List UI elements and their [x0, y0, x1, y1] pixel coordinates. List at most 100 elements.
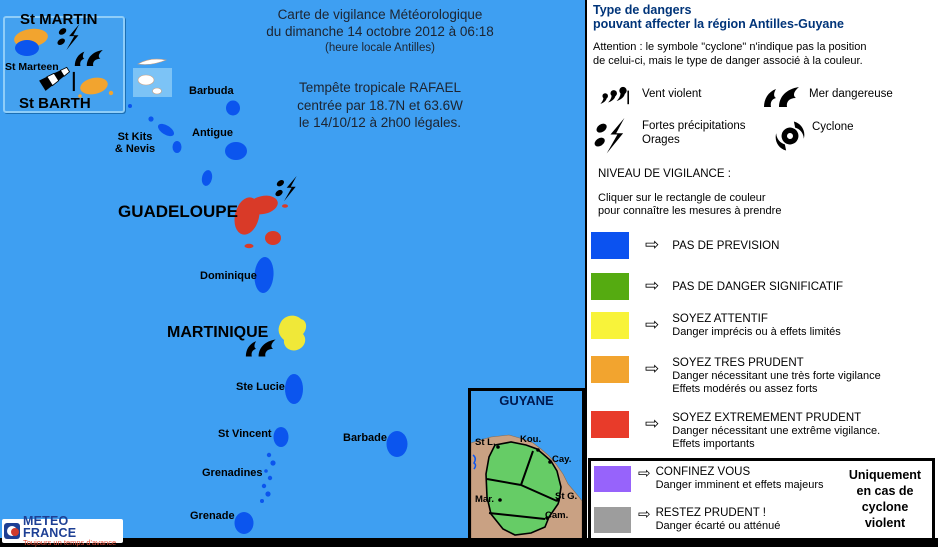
panel-title: Type de dangers pouvant affecter la régi…: [593, 3, 844, 31]
arrow-icon: ⇨: [645, 414, 660, 433]
guyane-inset: GUYANE: [468, 388, 585, 543]
island-chain-south: [234, 374, 408, 534]
vigilance-level-gray: ⇨ RESTEZ PRUDENT ! Danger écarté ou atté…: [594, 507, 780, 533]
logo-tagline: Toujours un temps d'avance: [23, 538, 117, 547]
island-label-antigue: Antigue: [192, 127, 233, 139]
level-desc: Danger écarté ou atténué: [655, 520, 781, 532]
vigilance-swatch-gray[interactable]: [594, 507, 631, 533]
level-title: CONFINEZ VOUS: [655, 466, 751, 478]
storm-info: Tempête tropicale RAFAEL centrée par 18.…: [297, 80, 463, 130]
map-title: Carte de vigilance Météorologique du dim…: [266, 7, 494, 39]
vigilance-level-orange: ⇨ SOYEZ TRES PRUDENT Danger nécessitant …: [591, 356, 881, 395]
island-st-barth-white: [152, 87, 162, 95]
vigilance-level-blue: ⇨ PAS DE PREVISION: [591, 232, 779, 260]
vigilance-swatch-orange[interactable]: [591, 356, 629, 383]
vigilance-note: Cliquer sur le rectangle de couleur pour…: [598, 192, 782, 217]
vigilance-swatch-red[interactable]: [591, 411, 629, 438]
guyane-label-st-laurent: St L.: [475, 437, 496, 448]
inset-label-st-marteen: St Marteen: [5, 61, 59, 73]
attention-note: Attention : le symbole "cyclone" n'indiq…: [593, 41, 867, 67]
wind-label: Vent violent: [642, 88, 702, 100]
dangerous-sea-icon: [763, 86, 803, 108]
vigilance-swatch-blue[interactable]: [591, 232, 629, 259]
island-montserrat: [201, 170, 213, 186]
cyclone-levels-box: ⇨ CONFINEZ VOUS Danger imminent et effet…: [588, 458, 935, 543]
island-chain-north: [128, 100, 247, 186]
vigilance-header: NIVEAU DE VIGILANCE :: [598, 168, 731, 180]
island-st-barth: [78, 77, 114, 98]
vigilance-swatch-green[interactable]: [591, 273, 629, 300]
level-title: SOYEZ TRES PRUDENT: [672, 357, 804, 369]
island-grenade: [234, 512, 254, 534]
level-title: PAS DE PREVISION: [672, 240, 780, 252]
arrow-icon: ⇨: [645, 276, 660, 295]
dangerous-sea-icon: [245, 339, 276, 357]
level-title: SOYEZ ATTENTIF: [672, 313, 768, 325]
level-desc: Danger nécessitant une extrême vigilance…: [672, 425, 881, 450]
cyclone-icon: [775, 117, 805, 155]
island-label-martinique: MARTINIQUE: [167, 324, 269, 341]
guyane-title: GUYANE: [499, 393, 554, 408]
island-label-st-kits: St Kits & Nevis: [114, 131, 156, 155]
island-st-vincent: [273, 427, 289, 447]
dangerous-sea-icon: [74, 50, 103, 66]
vigilance-level-red: ⇨ SOYEZ EXTREMEMENT PRUDENT Danger néces…: [591, 411, 880, 450]
rain-thunderstorm-icon: [275, 176, 297, 202]
inset-label-st-martin: St MARTIN: [20, 11, 98, 28]
island-barbade: [386, 431, 408, 457]
island-label-barbade: Barbade: [343, 432, 388, 444]
logo-name: METEO FRANCE: [23, 514, 77, 540]
map-area: Carte de vigilance Météorologique du dim…: [0, 0, 585, 547]
island-label-dominique: Dominique: [200, 270, 257, 282]
inset-label-st-barth: St BARTH: [19, 95, 91, 112]
island-st-martin: [14, 28, 48, 56]
wind-icon: [595, 85, 635, 109]
island-anguilla: [137, 58, 168, 65]
meteo-france-logo[interactable]: METEO FRANCE Toujours un temps d'avance: [2, 515, 123, 547]
island-barbuda: [226, 100, 240, 116]
level-title: PAS DE DANGER SIGNIFICATIF: [672, 281, 844, 293]
arrow-icon: ⇨: [645, 315, 660, 334]
guyane-city-dots: [496, 445, 560, 520]
island-guadeloupe: [234, 195, 288, 249]
legend-panel: Type de dangers pouvant affecter la régi…: [587, 0, 938, 547]
vigilance-level-green: ⇨ PAS DE DANGER SIGNIFICATIF: [591, 273, 843, 301]
vigilance-swatch-purple[interactable]: [594, 466, 631, 492]
guyane-label-kourou: Kou.: [520, 434, 542, 445]
island-label-guadeloupe: GUADELOUPE: [118, 202, 238, 221]
guyane-label-maripasoula: Mar.: [475, 494, 495, 505]
bottom-bar: [0, 538, 938, 547]
panel-divider: [585, 0, 587, 547]
island-label-grenadines: Grenadines: [202, 467, 263, 479]
vigilance-level-yellow: ⇨ SOYEZ ATTENTIF Danger imprécis ou à ef…: [591, 312, 841, 339]
map-title-note: (heure locale Antilles): [325, 42, 435, 54]
guyane-label-camopi: Cam.: [545, 510, 569, 521]
vigilance-swatch-yellow[interactable]: [591, 312, 629, 339]
guyane-label-st-georges: St G.: [555, 491, 578, 502]
guyane-map-svg: [470, 409, 583, 541]
level-title: RESTEZ PRUDENT !: [655, 507, 766, 519]
rain-thunderstorm-icon: [593, 118, 633, 156]
island-label-grenade: Grenade: [190, 510, 235, 522]
island-st-martin-white: [137, 74, 155, 86]
island-ste-lucie: [285, 374, 303, 404]
island-antigue: [225, 142, 247, 160]
guyane-map: St L. Kou. Cay. Mar. St G. Cam.: [470, 409, 583, 541]
arrow-icon: ⇨: [645, 235, 660, 254]
island-dominique: [254, 257, 274, 293]
guyane-label-cayenne: Cay.: [552, 454, 572, 465]
arrow-icon: ⇨: [638, 465, 651, 482]
meteo-france-logo-icon: [4, 523, 20, 539]
level-desc: Danger imprécis ou à effets limités: [672, 326, 841, 338]
cyclone-label: Cyclone: [812, 121, 854, 133]
cyclone-only-note: Uniquement en cas de cyclone violent: [848, 468, 922, 530]
dangerous-sea-label: Mer dangereuse: [809, 88, 893, 100]
guyane-zone-borders: [486, 450, 558, 520]
level-desc: Danger nécessitant une très forte vigila…: [672, 370, 881, 395]
island-label-st-vincent: St Vincent: [218, 428, 272, 440]
island-label-ste-lucie: Ste Lucie: [236, 381, 285, 393]
level-title: SOYEZ EXTREMEMENT PRUDENT: [672, 412, 862, 424]
arrow-icon: ⇨: [638, 506, 651, 523]
islands-layer: [14, 24, 408, 534]
